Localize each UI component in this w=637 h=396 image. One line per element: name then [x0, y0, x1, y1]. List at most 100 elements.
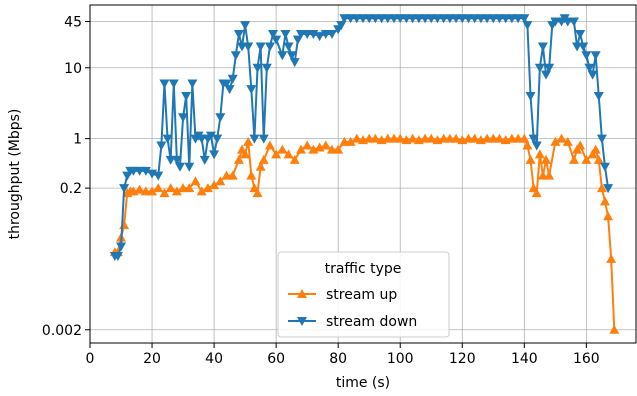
x-tick-label: 40 — [205, 351, 223, 367]
marker — [603, 184, 614, 194]
marker — [581, 154, 592, 164]
marker — [184, 162, 195, 172]
marker — [587, 149, 598, 159]
x-tick-label: 160 — [573, 351, 600, 367]
marker — [286, 51, 297, 61]
legend-label: stream down — [326, 314, 417, 330]
marker — [537, 42, 548, 52]
marker — [255, 42, 266, 52]
marker — [581, 51, 592, 61]
marker — [593, 154, 604, 164]
y-tick-label: 10 — [64, 61, 82, 77]
legend-marker — [297, 289, 307, 298]
x-tick-label: 120 — [449, 351, 476, 367]
marker — [590, 144, 601, 154]
marker — [243, 42, 254, 52]
marker — [568, 154, 579, 164]
marker — [246, 170, 257, 180]
marker — [603, 211, 614, 221]
marker — [209, 180, 220, 190]
marker — [522, 21, 533, 31]
marker — [395, 133, 406, 143]
marker — [289, 154, 300, 164]
x-tick-label: 20 — [143, 351, 161, 367]
marker — [264, 42, 275, 52]
marker — [522, 140, 533, 150]
marker — [333, 144, 344, 154]
plot-frame — [89, 4, 637, 344]
marker — [159, 79, 170, 89]
marker — [575, 29, 586, 39]
marker — [184, 183, 195, 193]
marker — [233, 29, 244, 39]
marker — [209, 150, 220, 160]
marker — [314, 32, 325, 42]
marker — [246, 85, 257, 95]
marker — [519, 133, 530, 143]
marker — [283, 42, 294, 52]
marker — [178, 113, 189, 123]
marker — [268, 29, 279, 39]
marker — [336, 21, 347, 31]
marker — [578, 42, 589, 52]
marker — [528, 134, 539, 144]
marker — [320, 140, 331, 150]
marker — [277, 144, 288, 154]
x-axis-label: time (s) — [336, 375, 390, 391]
marker — [541, 154, 552, 164]
marker — [494, 133, 505, 143]
marker — [534, 63, 545, 73]
marker — [550, 136, 561, 146]
marker — [280, 29, 291, 39]
marker — [153, 171, 164, 181]
marker — [264, 140, 275, 150]
marker — [351, 133, 362, 143]
marker — [271, 35, 282, 45]
legend-marker — [297, 317, 307, 326]
marker — [568, 17, 579, 27]
marker — [181, 91, 192, 101]
marker — [562, 136, 573, 146]
marker — [302, 140, 313, 150]
marker — [370, 133, 381, 143]
marker — [345, 136, 356, 146]
marker — [202, 183, 213, 193]
marker — [451, 133, 462, 143]
marker — [469, 133, 480, 143]
marker — [277, 51, 288, 61]
marker — [258, 134, 269, 144]
marker — [599, 162, 610, 172]
legend-label: stream up — [326, 287, 397, 303]
marker — [112, 251, 123, 261]
marker — [140, 166, 151, 176]
marker — [199, 155, 210, 165]
legend-title: traffic type — [325, 261, 402, 277]
marker — [261, 63, 272, 73]
marker — [255, 161, 266, 171]
marker — [252, 188, 263, 198]
x-tick-label: 0 — [86, 351, 95, 367]
marker — [212, 134, 223, 144]
marker — [165, 183, 176, 193]
marker — [575, 140, 586, 150]
marker — [134, 184, 145, 194]
marker — [590, 51, 601, 61]
marker — [525, 154, 536, 164]
y-tick-label: 45 — [64, 15, 82, 31]
y-tick-label: 0.2 — [60, 181, 82, 197]
marker — [252, 63, 263, 73]
marker — [162, 134, 173, 144]
marker — [606, 253, 617, 263]
marker — [596, 183, 607, 193]
marker — [407, 133, 418, 143]
y-tick-label: 0.002 — [42, 323, 82, 339]
marker — [171, 186, 182, 196]
marker — [196, 186, 207, 196]
marker — [171, 155, 182, 165]
marker — [119, 220, 130, 230]
marker — [240, 149, 251, 159]
marker — [215, 113, 226, 123]
marker — [187, 79, 198, 89]
marker — [227, 170, 238, 180]
